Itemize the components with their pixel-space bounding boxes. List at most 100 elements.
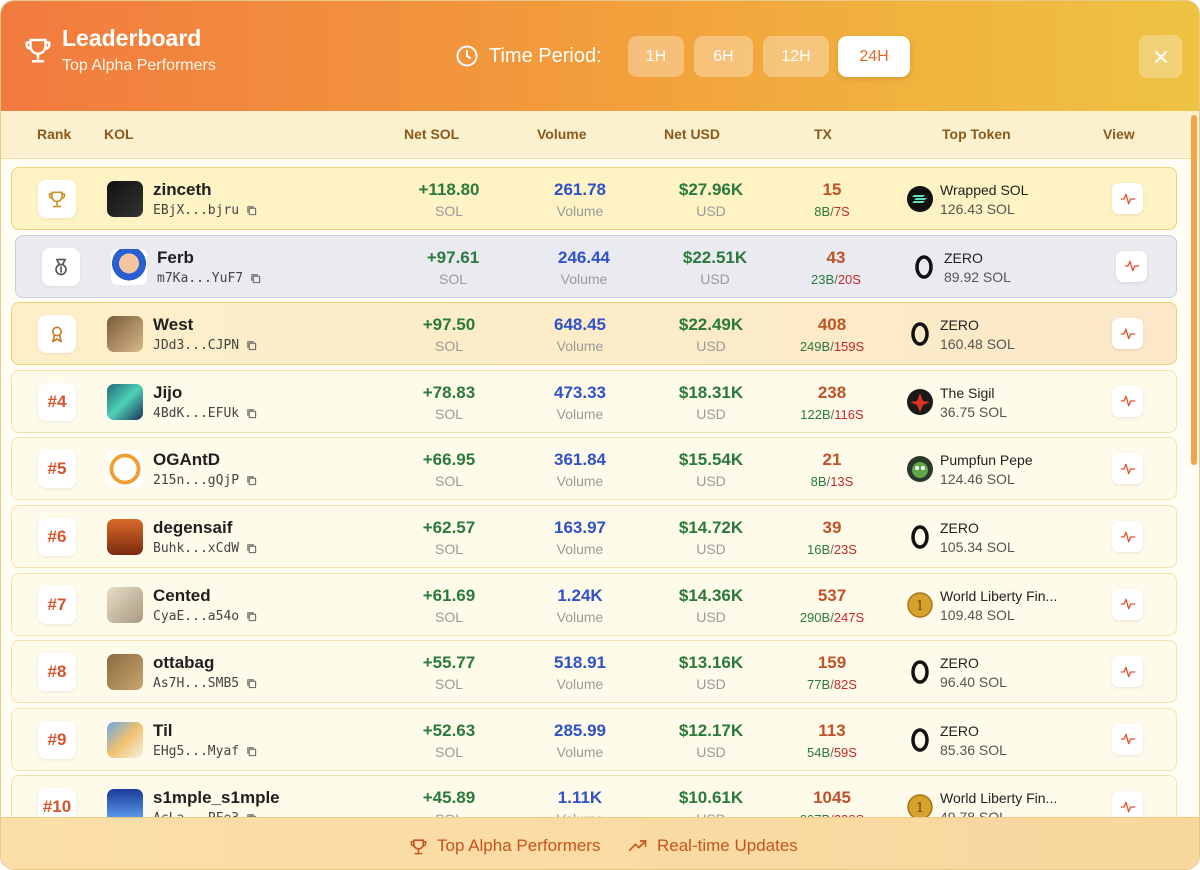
net-usd-cell: $22.51K USD xyxy=(655,248,775,287)
avatar[interactable] xyxy=(107,789,143,817)
view-button[interactable] xyxy=(1112,656,1143,688)
kol-name[interactable]: Til xyxy=(153,720,173,740)
net-sol-unit: SOL xyxy=(434,405,463,422)
period-24h-button[interactable]: 24H xyxy=(838,36,910,77)
copy-icon[interactable] xyxy=(246,475,257,486)
kol-name[interactable]: Jijo xyxy=(153,382,183,402)
net-usd-unit: USD xyxy=(651,811,771,817)
period-12h-button[interactable]: 12H xyxy=(763,36,829,77)
activity-icon xyxy=(1120,328,1135,340)
top-token-name[interactable]: ZERO xyxy=(940,722,979,739)
period-1h-button[interactable]: 1H xyxy=(628,36,684,77)
top-token-name[interactable]: ZERO xyxy=(940,655,979,672)
avatar[interactable] xyxy=(111,248,147,285)
copy-icon[interactable] xyxy=(246,813,257,817)
avatar[interactable] xyxy=(107,586,143,623)
kol-name[interactable]: Cented xyxy=(153,585,211,605)
avatar[interactable] xyxy=(107,181,143,217)
copy-icon[interactable] xyxy=(246,746,257,757)
copy-icon[interactable] xyxy=(246,678,257,689)
view-button[interactable] xyxy=(1112,588,1143,620)
tx-split: 290B/247S xyxy=(772,610,892,625)
tx-count: 1045 xyxy=(813,788,851,808)
kol-name[interactable]: ottabag xyxy=(153,653,215,673)
world-liberty-token-icon: 1 xyxy=(907,591,933,618)
view-button[interactable] xyxy=(1112,791,1143,817)
table-row[interactable]: #8 ottabag As7H...SMB5 +55.77 SOL 518.91 Volum… xyxy=(11,640,1177,704)
copy-icon[interactable] xyxy=(246,340,257,351)
avatar[interactable] xyxy=(107,451,143,488)
top-token-name[interactable]: Wrapped SOL xyxy=(940,182,1029,198)
avatar[interactable] xyxy=(107,654,143,691)
wallet-address: As7H...SMB5 xyxy=(153,676,257,691)
column-view: View xyxy=(1103,126,1135,142)
tx-buys: 122B xyxy=(800,406,831,422)
net-sol-value: +97.61 xyxy=(426,247,480,267)
kol-name[interactable]: West xyxy=(153,315,194,335)
view-button[interactable] xyxy=(1112,183,1143,214)
close-button[interactable] xyxy=(1139,35,1182,78)
top-token-name[interactable]: ZERO xyxy=(940,317,979,334)
volume-value: 1.11K xyxy=(557,788,603,808)
top-token-name[interactable]: ZERO xyxy=(940,520,979,536)
top-token-amount: 96.40 SOL xyxy=(940,674,1007,691)
view-button[interactable] xyxy=(1112,453,1143,485)
top-token-name[interactable]: The Sigil xyxy=(940,384,995,401)
top-token-name[interactable]: Pumpfun Pepe xyxy=(940,452,1033,469)
top-token-name[interactable]: World Liberty Fin... xyxy=(940,790,1058,807)
table-row[interactable]: #7 Cented CyaE...a54o +61.69 SOL 1.24K Volume $… xyxy=(11,572,1177,636)
avatar[interactable] xyxy=(107,383,143,420)
kol-name[interactable]: degensaif xyxy=(153,518,233,537)
table-row[interactable]: West JDd3...CJPN +97.50 SOL 648.45 Volume $22.… xyxy=(11,302,1177,366)
table-row[interactable]: zinceth EBjX...bjru +118.80 SOL 261.78 Volume… xyxy=(11,167,1177,230)
top-token-name[interactable]: ZERO xyxy=(944,249,983,266)
table-row[interactable]: Ferb m7Ka...YuF7 +97.61 SOL 246.44 Volume $22.… xyxy=(15,234,1177,298)
sigil-token-icon xyxy=(907,388,933,415)
rank-badge: #9 xyxy=(38,720,76,759)
avatar[interactable] xyxy=(107,316,143,353)
net-usd-cell: $10.61K USD xyxy=(651,788,771,817)
activity-icon xyxy=(1120,531,1135,542)
copy-icon[interactable] xyxy=(246,543,257,554)
tx-sells: 82S xyxy=(833,677,857,693)
scrollbar[interactable] xyxy=(1191,115,1197,465)
volume-unit: Volume xyxy=(556,541,604,557)
view-button[interactable] xyxy=(1116,250,1147,282)
tx-split: 122B/116S xyxy=(772,407,892,422)
volume-cell: 246.44 Volume xyxy=(524,248,644,287)
kol-name[interactable]: OGAntD xyxy=(153,450,221,470)
avatar[interactable] xyxy=(107,519,143,555)
period-6h-button[interactable]: 6H xyxy=(694,36,753,77)
avatar[interactable] xyxy=(107,721,143,758)
view-button[interactable] xyxy=(1112,385,1143,417)
wallet-address-text: EHg5...Myaf xyxy=(153,743,240,759)
kol-name[interactable]: zinceth xyxy=(153,180,212,199)
tx-separator: / xyxy=(830,812,834,817)
rank-badge: #5 xyxy=(38,450,76,489)
tx-split: 54B/59S xyxy=(772,745,892,760)
table-row[interactable]: #6 degensaif Buhk...xCdW +62.57 SOL 163.97 Vol… xyxy=(11,505,1177,568)
net-sol-cell: +45.89 SOL xyxy=(389,788,509,817)
volume-value: 518.91 xyxy=(554,653,606,673)
kol-name[interactable]: s1mple_s1mple xyxy=(153,788,280,808)
tx-cell: 1045 807B/238S xyxy=(772,788,892,817)
view-button[interactable] xyxy=(1112,521,1143,552)
copy-icon[interactable] xyxy=(250,273,261,284)
top-token-name[interactable]: World Liberty Fin... xyxy=(940,587,1058,604)
tx-count: 408 xyxy=(817,315,847,335)
table-row[interactable]: #10 s1mple_s1mple AcLa...PFe3 +45.89 SOL 1.11… xyxy=(11,775,1177,817)
rank-number: #5 xyxy=(47,459,67,479)
table-row[interactable]: #5 OGAntD 215n...gQjP +66.95 SOL 361.84 Volume… xyxy=(11,437,1177,501)
copy-icon[interactable] xyxy=(246,205,257,216)
column-top-token: Top Token xyxy=(942,126,1011,142)
copy-icon[interactable] xyxy=(246,408,257,419)
net-sol-value: +52.63 xyxy=(422,720,476,740)
view-button[interactable] xyxy=(1112,318,1143,350)
kol-name[interactable]: Ferb xyxy=(157,247,194,267)
volume-cell: 518.91 Volume xyxy=(520,653,640,692)
view-button[interactable] xyxy=(1112,723,1143,755)
table-row[interactable]: #9 Til EHg5...Myaf +52.63 SOL 285.99 Volume $12… xyxy=(11,707,1177,771)
table-row[interactable]: #4 Jijo 4BdK...EFUk +78.83 SOL 473.33 Volume $1… xyxy=(11,369,1177,433)
wallet-address: m7Ka...YuF7 xyxy=(157,271,261,286)
copy-icon[interactable] xyxy=(246,611,257,622)
